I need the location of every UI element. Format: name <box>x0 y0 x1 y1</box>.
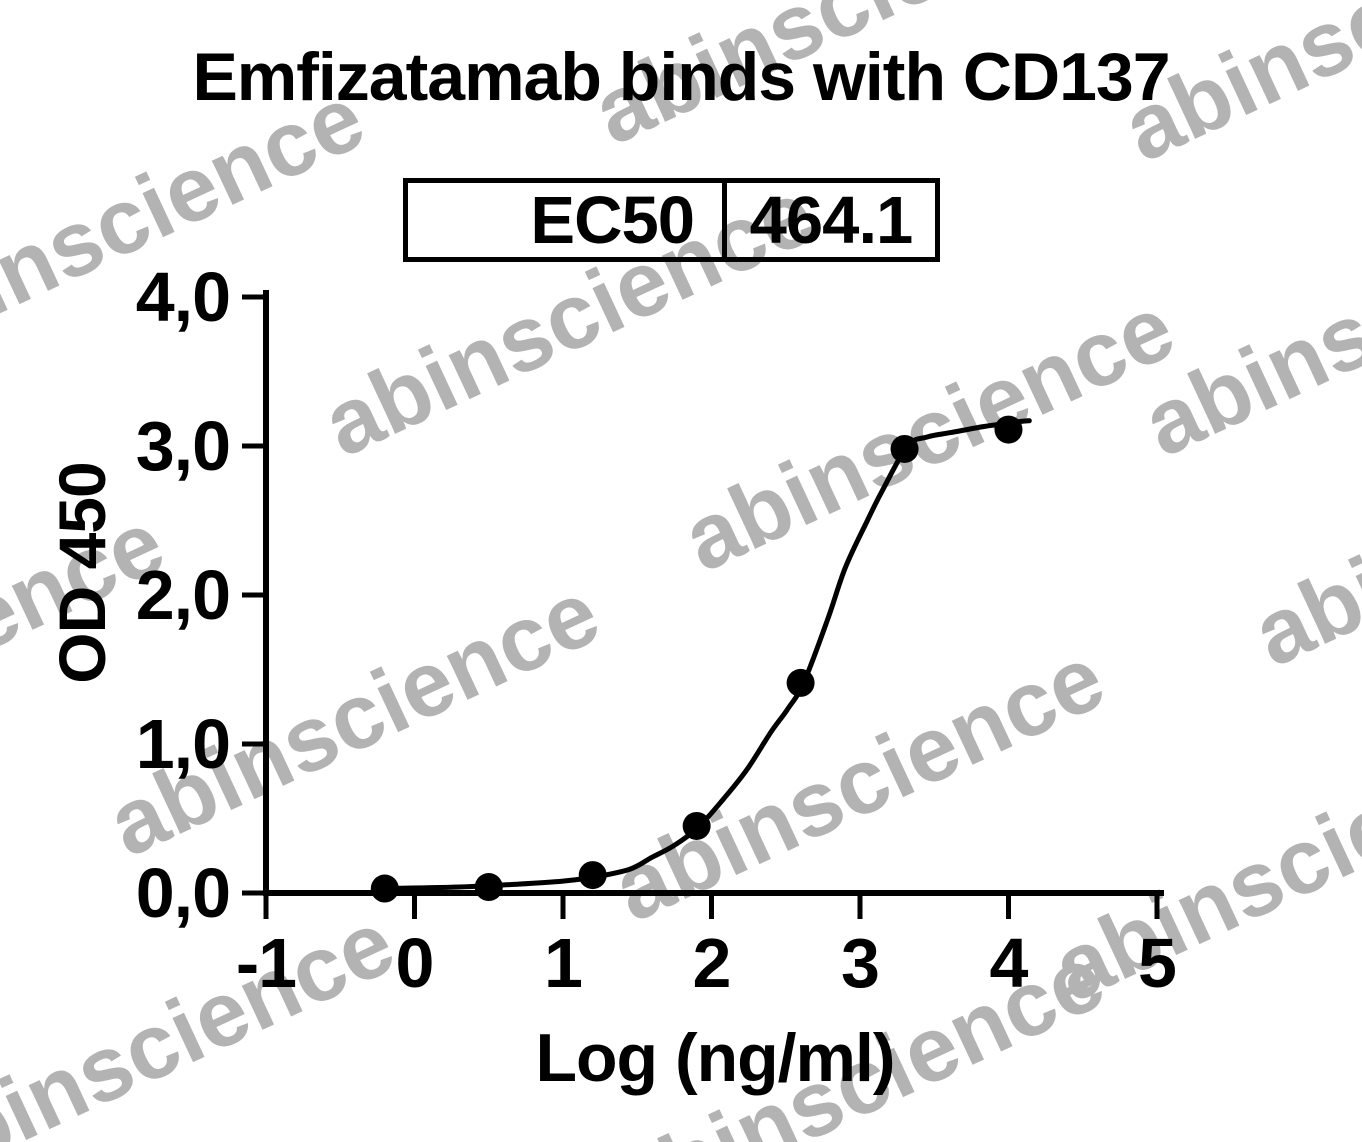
x-tick-label: 1 <box>544 924 583 1002</box>
y-tick-label: 4,0 <box>135 258 231 336</box>
y-tick-label: 1,0 <box>135 705 231 783</box>
data-point <box>578 861 607 890</box>
data-point <box>682 811 711 840</box>
data-point <box>994 415 1023 444</box>
x-axis-title: Log (ng/ml) <box>535 1020 895 1096</box>
x-tick-label: -1 <box>235 924 297 1002</box>
ec50-label-cell: EC50 <box>530 182 695 258</box>
data-point <box>370 874 399 903</box>
ec50-value-cell: 464.1 <box>722 183 935 258</box>
x-tick-label: 5 <box>1138 924 1177 1002</box>
x-tick-label: 4 <box>989 924 1029 1002</box>
data-point <box>474 873 503 902</box>
data-point <box>786 668 815 697</box>
ec50-table: EC50 464.1 <box>403 178 940 262</box>
x-tick-label: 3 <box>841 924 880 1002</box>
chart-title: Emfizatamab binds with CD137 <box>192 39 1170 115</box>
y-tick-label: 3,0 <box>135 407 231 485</box>
data-point <box>890 434 919 463</box>
x-tick-label: 2 <box>692 924 732 1002</box>
x-tick-label: 0 <box>395 924 435 1002</box>
y-tick-label: 0,0 <box>135 854 231 932</box>
y-tick-label: 2,0 <box>135 556 231 634</box>
